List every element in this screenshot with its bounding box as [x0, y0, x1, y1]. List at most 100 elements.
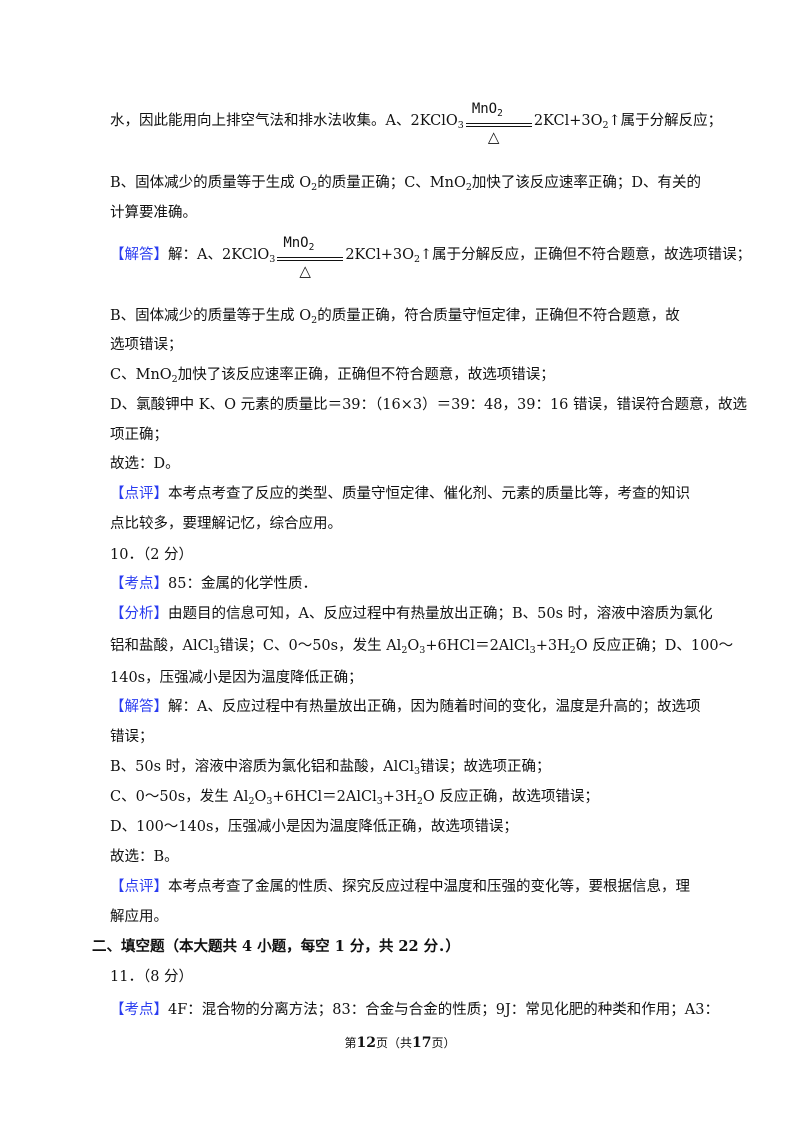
- text-line: 故选：D。: [110, 454, 180, 474]
- text-run: 2KCl+3O: [345, 247, 414, 263]
- text-line: 11．（8 分）: [110, 967, 193, 987]
- footer-prefix: 第: [344, 1036, 357, 1050]
- text-run: 11．（8 分）: [110, 969, 194, 985]
- text-run: +3H: [535, 638, 570, 654]
- text-line: 铝和盐酸，AlCl3错误；C、0～50s，发生 Al2O3+6HCl＝2AlCl…: [110, 636, 733, 656]
- text-run: 的质量正确；C、MnO: [317, 175, 466, 191]
- reaction-condition: MnO2 △: [275, 235, 345, 280]
- section-label: 【考点】: [110, 576, 168, 592]
- page-footer: 第12页（共17页）: [0, 1034, 800, 1051]
- text-line: 【点评】本考点考查了反应的类型、质量守恒定律、催化剂、元素的质量比等，考查的知识: [110, 484, 690, 504]
- text-line: B、固体减少的质量等于生成 O2的质量正确；C、MnO2加快了该反应速率正确；D…: [110, 173, 701, 193]
- text-run: B、50s 时，溶液中溶质为氯化铝和盐酸，AlCl: [110, 759, 414, 775]
- subscript: 3: [414, 766, 421, 777]
- footer-suffix: 页）: [431, 1036, 456, 1050]
- subscript: 2: [416, 796, 423, 807]
- subscript: 2: [413, 254, 421, 265]
- section-label: 【分析】: [110, 606, 168, 622]
- text-line: B、50s 时，溶液中溶质为氯化铝和盐酸，AlCl3错误；故选项正确；: [110, 757, 551, 777]
- text-line: 二、填空题（本大题共 4 小题，每空 1 分，共 22 分．）: [92, 937, 460, 957]
- current-page: 12: [356, 1035, 376, 1051]
- total-pages: 17: [412, 1035, 432, 1051]
- text-run: 解：A、反应过程中有热量放出正确，因为随着时间的变化，温度是升高的；故选项: [168, 699, 701, 715]
- text-line: 140s，压强减小是因为温度降低正确；: [110, 668, 363, 688]
- subscript: 2: [308, 242, 315, 253]
- text-run: 水，因此能用向上排空气法和排水法收集。A、2KClO: [110, 113, 458, 129]
- text-run: 4F：混合物的分离方法；83：合金与合金的性质；9J：常见化肥的种类和作用；A3…: [168, 1002, 719, 1018]
- text-line: 错误；: [110, 727, 154, 747]
- catalyst: MnO2: [283, 233, 314, 253]
- text-run: C、0～50s，发生 Al: [110, 789, 249, 805]
- text-run: 选项错误；: [110, 337, 183, 353]
- text-run: O 反应正确，故选项错误；: [422, 789, 599, 805]
- subscript: 2: [497, 108, 503, 119]
- text-line: D、氯酸钾中 K、O 元素的质量比＝39：（16×3）＝39：48，39：16 …: [110, 395, 747, 415]
- text-line: 10．（2 分）: [110, 545, 193, 565]
- text-run: 错误；C、0～50s，发生 Al: [219, 638, 402, 654]
- subscript: 3: [213, 645, 220, 656]
- text-line: C、MnO2加快了该反应速率正确，正确但不符合题意，故选项错误；: [110, 365, 555, 385]
- subscript: 2: [311, 315, 318, 326]
- text-run: D、氯酸钾中 K、O 元素的质量比＝39：（16×3）＝39：48，39：16 …: [110, 397, 747, 413]
- text-run: ↑属于分解反应，正确但不符合题意，故选项错误；: [420, 247, 752, 263]
- text-line: 解应用。: [110, 907, 168, 927]
- text-run: 点比较多，要理解记忆，综合应用。: [110, 516, 342, 532]
- subscript: 2: [171, 374, 178, 385]
- subscript: 3: [457, 120, 464, 131]
- text-line: 选项错误；: [110, 335, 183, 355]
- text-run: 加快了该反应速率正确，正确但不符合题意，故选项错误；: [177, 367, 555, 383]
- subscript: 2: [602, 120, 609, 131]
- text-run: 解应用。: [110, 909, 168, 925]
- text-run: 本考点考查了金属的性质、探究反应过程中温度和压强的变化等，要根据信息，理: [168, 879, 690, 895]
- text-line: 【考点】4F：混合物的分离方法；83：合金与合金的性质；9J：常见化肥的种类和作…: [110, 1000, 719, 1020]
- text-line: C、0～50s，发生 Al2O3+6HCl＝2AlCl3+3H2O 反应正确，故…: [110, 787, 599, 807]
- text-line: 计算要准确。: [110, 203, 197, 223]
- catalyst-text: MnO: [471, 101, 498, 117]
- text-run: 2KCl+3O: [533, 113, 603, 129]
- text-run: O 反应正确；D、100～: [575, 638, 734, 654]
- text-run: 故选：D。: [110, 456, 180, 472]
- text-line: 【考点】85：金属的化学性质．: [110, 574, 317, 594]
- subscript: 3: [419, 645, 426, 656]
- text-line: 点比较多，要理解记忆，综合应用。: [110, 514, 342, 534]
- text-run: C、MnO: [110, 367, 172, 383]
- text-run: ↑属于分解反应；: [608, 113, 723, 129]
- text-line: 故选：B。: [110, 847, 179, 867]
- text-run: 10．（2 分）: [110, 547, 194, 563]
- text-line: 【解答】解：A、2KClO3 MnO2 △ 2KCl+3O2↑属于分解反应，正确但不符…: [110, 235, 752, 280]
- text-run: 错误；故选项正确；: [420, 759, 551, 775]
- subscript: 2: [248, 796, 255, 807]
- text-run: 85：金属的化学性质．: [168, 576, 317, 592]
- text-line: 【点评】本考点考查了金属的性质、探究反应过程中温度和压强的变化等，要根据信息，理: [110, 877, 690, 897]
- section-label: 【解答】: [110, 247, 168, 263]
- text-line: D、100～140s，压强减小是因为温度降低正确，故选项错误；: [110, 817, 518, 837]
- catalyst-text: MnO: [283, 235, 309, 251]
- text-run: +6HCl＝2AlCl: [425, 638, 530, 654]
- text-run: 故选：B。: [110, 849, 179, 865]
- text-run: B、固体减少的质量等于生成 O: [110, 175, 312, 191]
- heat-symbol: △: [487, 128, 500, 146]
- subscript: 2: [401, 645, 408, 656]
- text-run: D、100～140s，压强减小是因为温度降低正确，故选项错误；: [110, 819, 518, 835]
- equals-line: [277, 257, 344, 261]
- section-heading: 二、填空题（本大题共 4 小题，每空 1 分，共 22 分．）: [92, 938, 460, 955]
- subscript: 2: [569, 645, 576, 656]
- text-run: 铝和盐酸，AlCl: [110, 638, 214, 654]
- footer-mid: 页（共: [375, 1036, 412, 1050]
- text-run: 的质量正确，符合质量守恒定律，正确但不符合题意，故: [317, 308, 680, 324]
- subscript: 3: [529, 645, 536, 656]
- subscript: 3: [269, 254, 276, 265]
- catalyst: MnO2: [472, 99, 503, 119]
- subscript: 2: [311, 182, 318, 193]
- section-label: 【考点】: [110, 1002, 168, 1018]
- text-line: 水，因此能用向上排空气法和排水法收集。A、2KClO3 MnO2 △ 2KCl+3O2…: [110, 101, 723, 146]
- subscript: 2: [465, 182, 472, 193]
- subscript: 3: [266, 796, 273, 807]
- text-run: B、固体减少的质量等于生成 O: [110, 308, 312, 324]
- text-run: 本考点考查了反应的类型、质量守恒定律、催化剂、元素的质量比等，考查的知识: [168, 486, 690, 502]
- text-run: O: [254, 789, 267, 805]
- text-run: 错误；: [110, 729, 154, 745]
- text-line: 【分析】由题目的信息可知，A、反应过程中有热量放出正确；B、50s 时，溶液中溶…: [110, 604, 713, 624]
- text-line: 【解答】解：A、反应过程中有热量放出正确，因为随着时间的变化，温度是升高的；故选…: [110, 697, 700, 717]
- heat-symbol: △: [299, 262, 311, 280]
